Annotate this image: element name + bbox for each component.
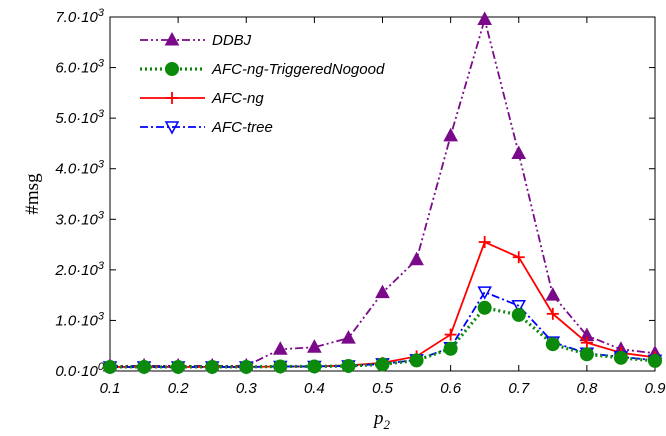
legend-entry-afc-ng: AFC-ng (140, 90, 264, 107)
data-point-afc-ng (546, 307, 559, 320)
data-point-afc-ng-triggerednogood (137, 359, 152, 374)
series-line-afc-tree (110, 290, 656, 368)
legend: DDBJ AFC-ng-TriggeredNogood AFC-ng AFC-tree (140, 31, 385, 136)
y-tick-label: 0.0·100 (55, 361, 105, 380)
legend-marker-ddbj (164, 31, 180, 46)
x-tick-label: 0.8 (576, 380, 598, 397)
legend-label-afc-ng: AFC-ng (211, 90, 264, 107)
legend-entry-afc-tree: AFC-tree (140, 119, 273, 136)
data-point-afc-tree (511, 300, 527, 314)
data-point-ddbj (545, 287, 561, 301)
y-tick-labels: 0.0·100 1.0·103 2.0·103 3.0·103 4.0·103 5.0·1… (54, 7, 105, 380)
legend-entry-afc-ng-triggerednogood: AFC-ng-TriggeredNogood (140, 61, 385, 78)
data-point-afc-tree (477, 286, 492, 300)
data-point-afc-ng (478, 236, 491, 249)
data-point-afc-ng-triggerednogood (205, 359, 220, 374)
x-tick-label: 0.2 (168, 380, 190, 397)
data-point-afc-ng-triggerednogood (511, 307, 526, 322)
data-point-afc-ng-triggerednogood (613, 350, 628, 365)
data-point-afc-ng-triggerednogood (341, 358, 356, 373)
data-point-afc-ng-triggerednogood (579, 347, 594, 362)
y-tick-label: 3.0·103 (55, 209, 105, 228)
data-point-afc-ng-triggerednogood (545, 337, 560, 352)
x-tick-labels: 0.1 0.2 0.3 0.4 0.5 0.6 0.7 0.8 0.9 (100, 380, 666, 397)
data-point-afc-ng-triggerednogood (443, 341, 458, 356)
data-point-ddbj (272, 341, 288, 355)
legend-entry-ddbj: DDBJ (140, 31, 252, 49)
x-tick-label: 0.5 (372, 380, 394, 397)
data-point-afc-ng-triggerednogood (648, 353, 662, 368)
legend-marker-afc-ng (166, 92, 178, 104)
data-point-afc-ng (444, 328, 457, 341)
series-layer (102, 11, 663, 375)
x-tick-label: 0.9 (645, 380, 666, 397)
data-point-afc-ng-triggerednogood (273, 359, 288, 374)
legend-label-afc-tree: AFC-tree (211, 119, 273, 136)
data-point-ddbj (307, 339, 322, 353)
data-point-ddbj (375, 284, 390, 299)
y-tick-label: 4.0·103 (55, 159, 105, 178)
axis-ticks (109, 16, 656, 372)
data-point-ddbj (409, 251, 424, 266)
y-tick-label: 2.0·103 (54, 260, 105, 279)
x-tick-label: 0.1 (100, 380, 121, 397)
legend-label-afc-ng-triggerednogood: AFC-ng-TriggeredNogood (211, 61, 385, 78)
x-axis-title: p2 (372, 408, 391, 432)
data-point-afc-ng (580, 336, 593, 349)
data-point-afc-ng-triggerednogood (307, 359, 322, 374)
series-line-afc-ng-triggerednogood (110, 306, 656, 369)
x-tick-label: 0.7 (508, 380, 530, 397)
data-point-afc-ng-triggerednogood (477, 300, 492, 315)
data-point-afc-ng-triggerednogood (375, 357, 390, 372)
data-point-afc-ng-triggerednogood (103, 359, 117, 374)
data-point-ddbj (341, 330, 356, 344)
data-point-afc-ng-triggerednogood (239, 359, 254, 374)
y-tick-label: 6.0·103 (55, 58, 105, 77)
data-point-afc-ng (512, 251, 525, 264)
x-tick-label: 0.6 (440, 380, 462, 397)
legend-marker-afc-tree (164, 121, 180, 135)
legend-marker-afc-ng-triggerednogood (165, 62, 179, 76)
series-afc-ng-triggerednogood (103, 300, 662, 374)
y-axis-title: #msg (22, 173, 43, 215)
data-point-ddbj (443, 127, 458, 142)
data-point-afc-ng-triggerednogood (171, 359, 186, 374)
data-point-ddbj (477, 11, 493, 26)
y-tick-label: 7.0·103 (55, 7, 105, 26)
x-tick-label: 0.4 (304, 380, 325, 397)
data-point-ddbj (511, 145, 527, 160)
legend-label-ddbj: DDBJ (212, 32, 252, 49)
data-point-afc-ng-triggerednogood (409, 353, 424, 368)
y-tick-label: 1.0·103 (55, 310, 105, 329)
x-tick-label: 0.3 (236, 380, 258, 397)
y-tick-label: 5.0·103 (55, 108, 105, 127)
